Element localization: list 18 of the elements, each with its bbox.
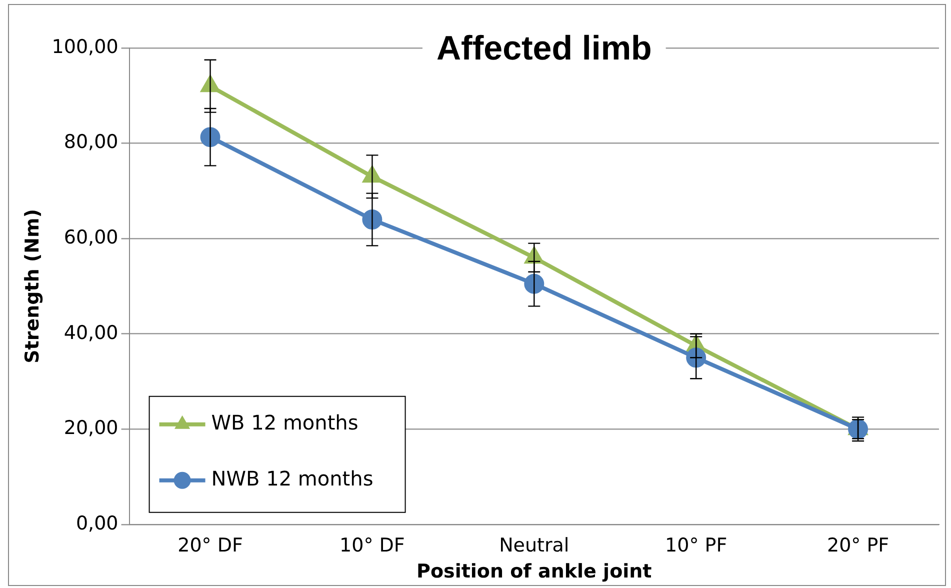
y-tick-label: 80,00: [64, 131, 118, 154]
y-tick-label: 100,00: [52, 36, 118, 58]
y-tick-label: 40,00: [64, 322, 118, 344]
point: [848, 418, 868, 440]
y-tick-label: 20,00: [64, 417, 118, 440]
y-tick-label: 0,00: [76, 512, 118, 534]
x-tick-label: 10° PF: [665, 534, 728, 557]
chart-title: Affected limb: [436, 29, 652, 68]
legend-label: NWB 12 months: [211, 466, 374, 491]
y-tick-label: 60,00: [64, 226, 118, 248]
x-tick-label: 20° DF: [178, 534, 243, 557]
point: [524, 274, 544, 294]
x-tick-label: Neutral: [499, 534, 570, 557]
x-tick-label: 20° PF: [826, 534, 890, 557]
y-axis-title: Strength (Nm): [21, 208, 44, 364]
x-axis-title: Position of ankle joint: [416, 560, 652, 583]
legend-label: WB 12 months: [211, 410, 358, 435]
x-tick-label: 10° DF: [340, 534, 405, 557]
